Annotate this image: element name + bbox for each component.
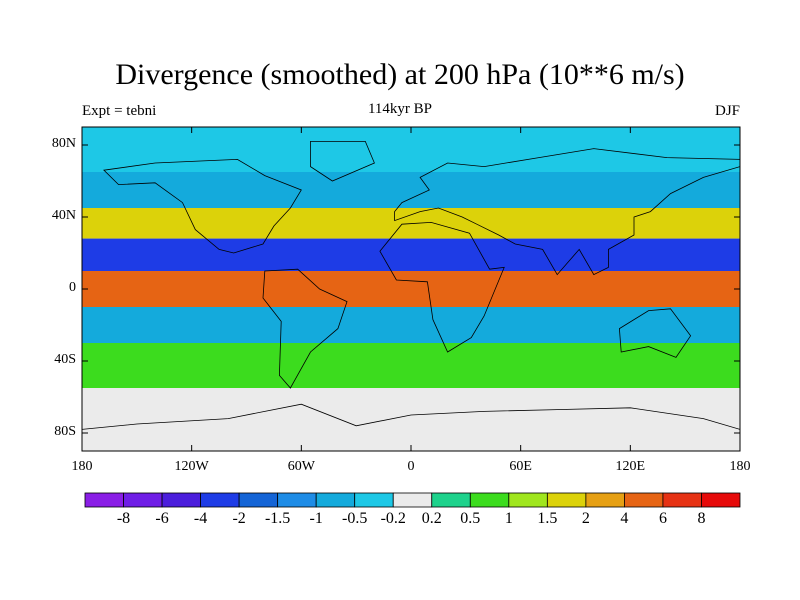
- x-tick-label: 120E: [615, 459, 646, 474]
- x-tick-label: 60W: [287, 459, 315, 474]
- colorbar-label: 1: [504, 510, 513, 527]
- continent-greenland: [310, 140, 375, 182]
- colorbar-swatch: [431, 492, 471, 508]
- colorbar-swatch: [238, 492, 279, 508]
- x-tick-label: 60E: [509, 459, 532, 474]
- colorbar-swatch: [624, 492, 664, 508]
- experiment-label: Expt = tebni: [82, 103, 157, 119]
- colorbar-swatch: [315, 492, 356, 508]
- colorbar-swatch: [392, 492, 433, 508]
- divergence-band-0: [82, 127, 740, 172]
- divergence-band-4: [82, 271, 740, 307]
- divergence-band-6: [82, 343, 740, 388]
- colorbar-swatch: [701, 492, 741, 508]
- divergence-band-1: [82, 172, 740, 208]
- colorbar-label: -1.5: [264, 510, 291, 527]
- colorbar-swatch: [277, 492, 317, 508]
- colorbar-swatch: [200, 492, 240, 508]
- colorbar-swatch: [662, 492, 702, 508]
- period-label: 114kyr BP: [367, 101, 433, 117]
- x-tick-label: 180: [729, 459, 751, 474]
- x-tick-label: 120W: [174, 459, 209, 474]
- divergence-band-7: [82, 388, 740, 451]
- divergence-band-3: [82, 238, 740, 271]
- x-tick-label: 180: [71, 459, 93, 474]
- colorbar-label: 6: [658, 510, 667, 527]
- colorbar-label: -6: [155, 510, 169, 527]
- colorbar-swatch: [354, 492, 394, 508]
- colorbar-label: 2: [581, 510, 590, 527]
- chart-title: Divergence (smoothed) at 200 hPa (10**6 …: [115, 58, 685, 91]
- y-tick-label: 40S: [54, 352, 76, 367]
- colorbar-label: 0.5: [460, 510, 481, 527]
- colorbar-label: -0.5: [342, 510, 368, 527]
- colorbar-label: 8: [697, 510, 706, 527]
- colorbar-label: -8: [116, 510, 131, 527]
- colorbar-label: 4: [620, 510, 629, 527]
- continent-north-america: [103, 158, 302, 254]
- season-label: DJF: [714, 103, 740, 119]
- continent-australia: [618, 308, 692, 358]
- colorbar-label: -0.2: [380, 510, 406, 527]
- divergence-band-5: [82, 307, 740, 343]
- continent-eurasia: [394, 148, 741, 276]
- continent-africa: [379, 221, 505, 353]
- colorbar-label: -1: [309, 510, 323, 527]
- colorbar-label: 0.2: [421, 510, 442, 527]
- colorbar-label: -4: [193, 510, 208, 527]
- colorbar-swatch: [161, 492, 201, 508]
- x-tick-label: 0: [407, 459, 415, 474]
- colorbar-swatch: [123, 492, 163, 508]
- y-tick-label: 80S: [54, 424, 76, 439]
- colorbar-swatch: [585, 492, 625, 508]
- y-tick-label: 40N: [51, 208, 76, 223]
- colorbar-swatch: [84, 492, 124, 508]
- colorbar-swatch: [546, 492, 587, 508]
- continent-south-america: [262, 268, 348, 389]
- colorbar-swatch: [469, 492, 510, 508]
- colorbar-swatch: [508, 492, 548, 508]
- y-tick-label: 0: [69, 280, 76, 295]
- colorbar-label: 1.5: [537, 510, 558, 527]
- y-tick-label: 80N: [51, 136, 76, 151]
- colorbar-label: -2: [232, 510, 246, 527]
